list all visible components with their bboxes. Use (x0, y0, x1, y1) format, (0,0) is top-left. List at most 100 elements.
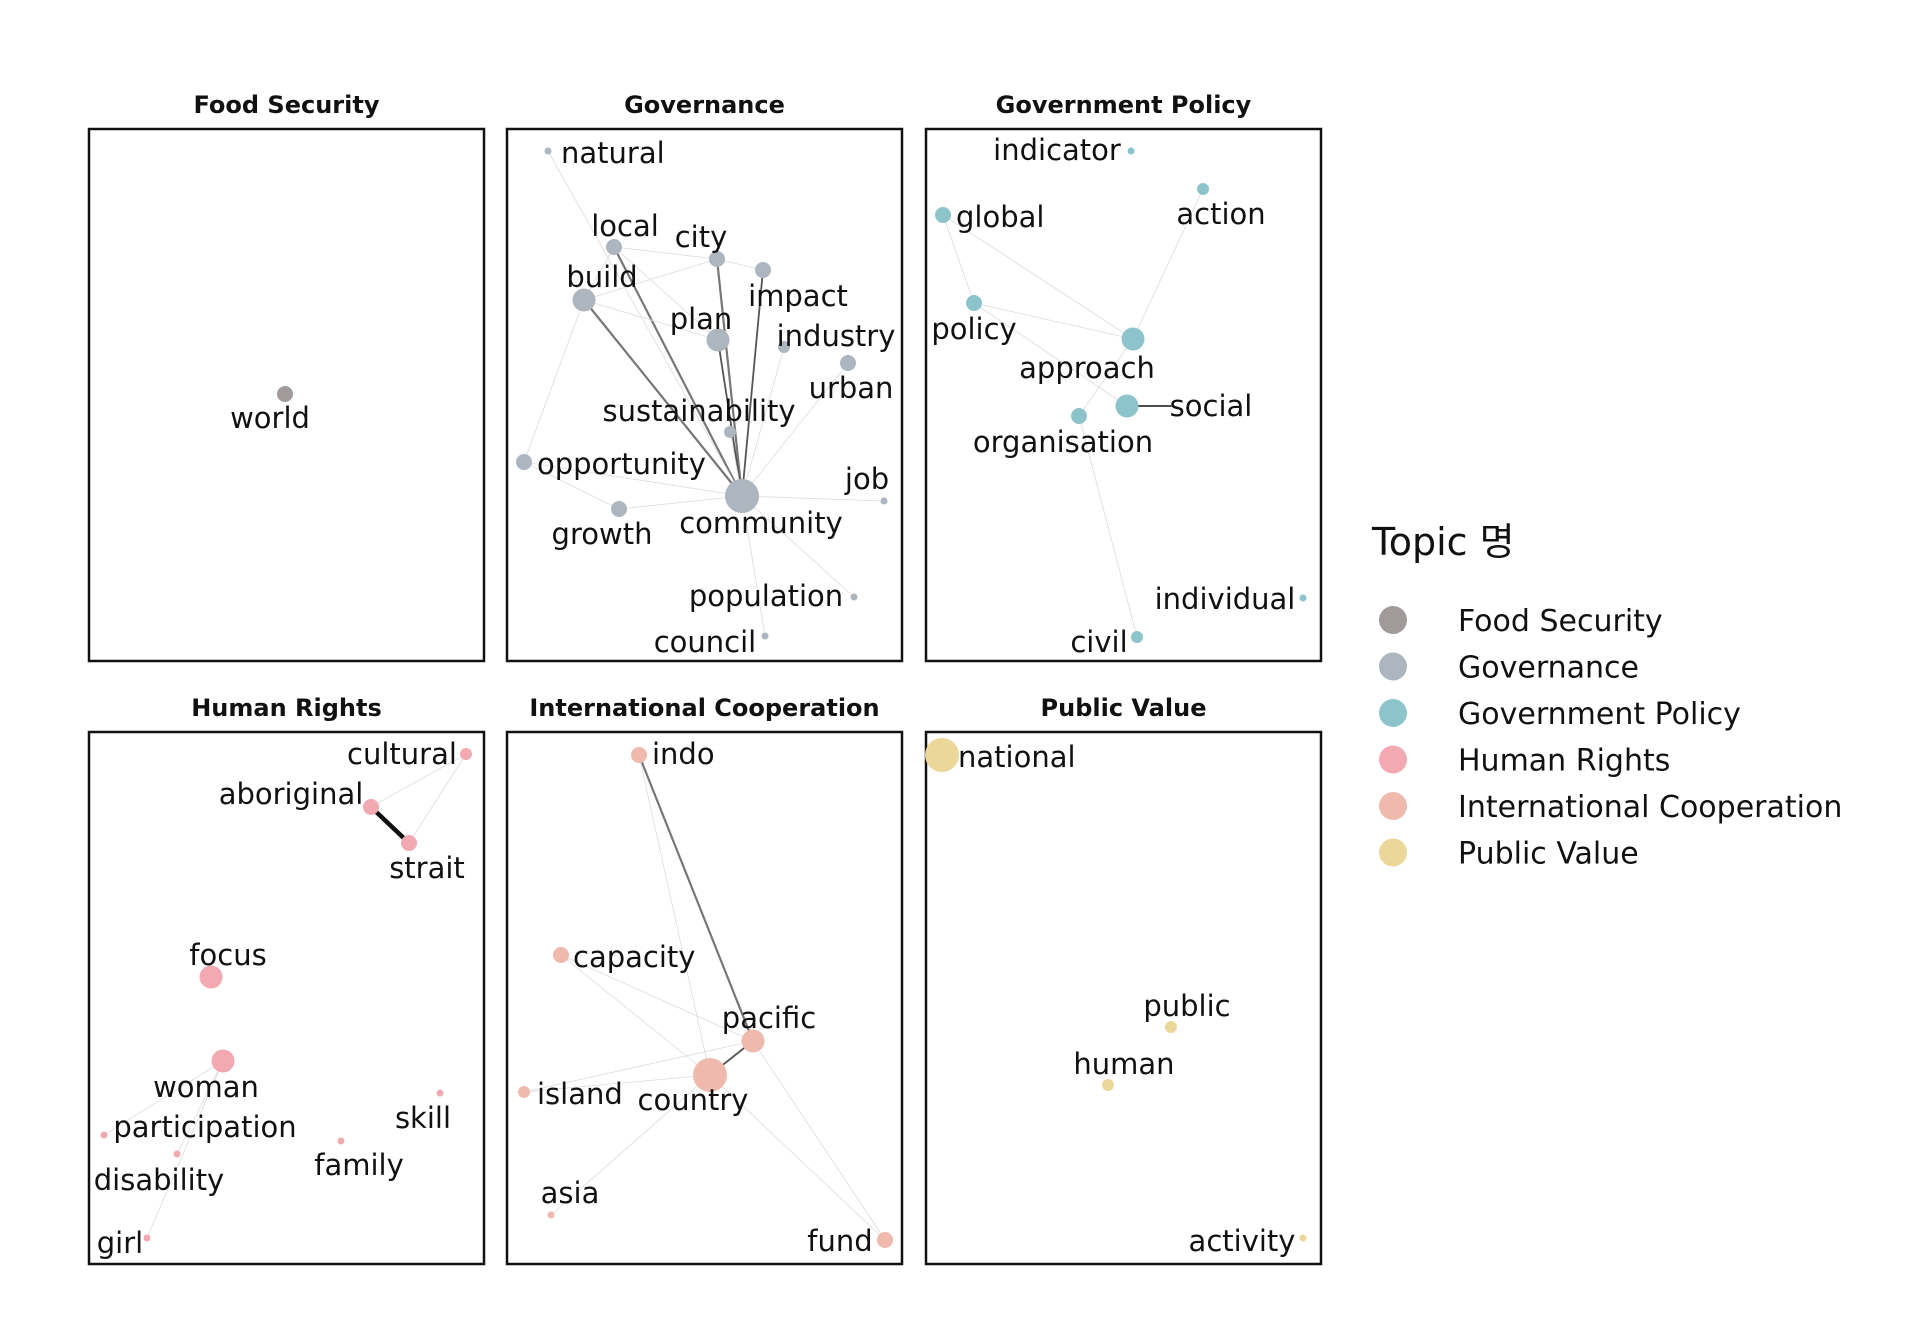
edge-layer (523, 150, 885, 637)
node-asia (547, 1211, 555, 1219)
edge-council-community (741, 495, 766, 637)
node-population (850, 593, 858, 601)
panel-international-cooperation: International Cooperation indo capacity pac… (505, 694, 904, 1266)
node-label-global: global (956, 200, 1044, 234)
node-urban (840, 355, 856, 371)
node-label-approach: approach (1019, 351, 1155, 385)
node-label-public: public (1143, 989, 1230, 1023)
edge-indo-country (638, 754, 711, 1076)
edge-organisation-civil (1078, 415, 1138, 638)
node-label-job: job (844, 462, 889, 496)
panel-frame (924, 730, 1323, 1266)
node-label-local: local (591, 209, 659, 243)
panel-title: Food Security (194, 91, 380, 119)
node-label-action: action (1176, 197, 1265, 231)
edge-capacity-pacific (560, 954, 754, 1042)
node-woman (211, 1049, 235, 1073)
node-pacific (741, 1029, 765, 1053)
node-label-family: family (314, 1148, 404, 1182)
node-civil (1131, 631, 1143, 643)
legend-swatch (1379, 699, 1407, 727)
legend-label: Human Rights (1458, 744, 1670, 779)
node-focus (199, 965, 223, 989)
node-national (925, 738, 959, 772)
node-participation (100, 1131, 108, 1139)
edge-cultural-aboriginal (370, 753, 467, 808)
edge-local-plan (613, 246, 719, 341)
node-job (880, 497, 888, 505)
edge-policy-social (973, 302, 1128, 407)
edge-pacific-fund (752, 1040, 886, 1241)
edge-capacity-country (560, 954, 711, 1076)
legend-title: Topic 명 (1371, 520, 1515, 564)
node-label-plan: plan (670, 302, 733, 336)
panel-title: Government Policy (996, 91, 1252, 119)
node-label-sustainability: sustainability (602, 394, 795, 428)
panel-human-rights: Human Rights cultural aboriginal strait focu… (87, 694, 486, 1266)
node-label-community: community (679, 506, 843, 540)
node-community (725, 479, 759, 513)
legend-swatch (1379, 792, 1407, 820)
panel-frame (924, 127, 1323, 663)
node-skill (436, 1089, 444, 1097)
node-label-activity: activity (1189, 1224, 1296, 1258)
node-cultural (460, 748, 472, 760)
legend-label: Food Security (1458, 604, 1663, 639)
node-label-asia: asia (541, 1176, 600, 1210)
panel-title: International Cooperation (529, 694, 879, 722)
panel-title: Governance (624, 91, 785, 119)
node-country (693, 1058, 727, 1092)
node-aboriginal (363, 799, 379, 815)
edge-plan-community (717, 339, 743, 497)
node-label-industry: industry (777, 319, 896, 353)
panel-public-value: Public Value national public human activity (924, 694, 1323, 1266)
node-industry (778, 341, 790, 353)
node-disability (173, 1150, 181, 1158)
node-label-individual: individual (1155, 582, 1296, 616)
node-label-woman: woman (153, 1070, 259, 1104)
edge-cultural-strait (408, 753, 467, 844)
node-label-world: world (230, 401, 310, 435)
edge-country-fund (709, 1074, 886, 1241)
edge-island-pacific (523, 1040, 754, 1093)
node-label-social: social (1170, 389, 1253, 423)
edge-aboriginal-strait (368, 804, 412, 846)
legend-item-public-value: Public Value (1379, 837, 1639, 872)
node-organisation (1071, 408, 1087, 424)
edge-woman-girl (146, 1060, 224, 1239)
legend-swatch (1379, 606, 1407, 634)
legend-label: International Cooperation (1458, 790, 1842, 825)
node-global (935, 207, 951, 223)
node-local (606, 239, 622, 255)
legend-swatch (1379, 745, 1407, 774)
panel-title: Human Rights (191, 694, 382, 722)
node-label-strait: strait (389, 851, 465, 885)
edge-asia-country (550, 1074, 711, 1216)
node-strait (401, 835, 417, 851)
node-indicator (1127, 147, 1135, 155)
edge-layer (942, 188, 1204, 638)
edge-global-policy (942, 214, 975, 304)
node-label-growth: growth (552, 517, 653, 551)
edge-action-approach (1132, 188, 1204, 340)
node-label-pacific: pacific (722, 1001, 816, 1035)
edge-indo-pacific (637, 753, 755, 1043)
node-layer: national public human activity (925, 738, 1307, 1258)
edge-build-opportunity (523, 299, 585, 463)
node-approach (1121, 327, 1145, 351)
legend-item-human-rights: Human Rights (1379, 744, 1670, 779)
legend-label: Government Policy (1458, 697, 1741, 732)
edge-population-community (741, 495, 855, 598)
node-label-civil: civil (1070, 625, 1127, 659)
node-label-city: city (675, 220, 728, 254)
edge-layer (523, 753, 886, 1241)
legend-label: Governance (1458, 651, 1639, 686)
node-label-council: council (654, 625, 757, 659)
node-indo (631, 747, 647, 763)
node-label-opportunity: opportunity (537, 447, 706, 481)
node-label-island: island (537, 1077, 623, 1111)
node-label-fund: fund (807, 1224, 872, 1258)
node-label-national: national (958, 740, 1076, 774)
legend-item-governance: Governance (1379, 651, 1639, 686)
edge-natural-community (547, 150, 743, 497)
